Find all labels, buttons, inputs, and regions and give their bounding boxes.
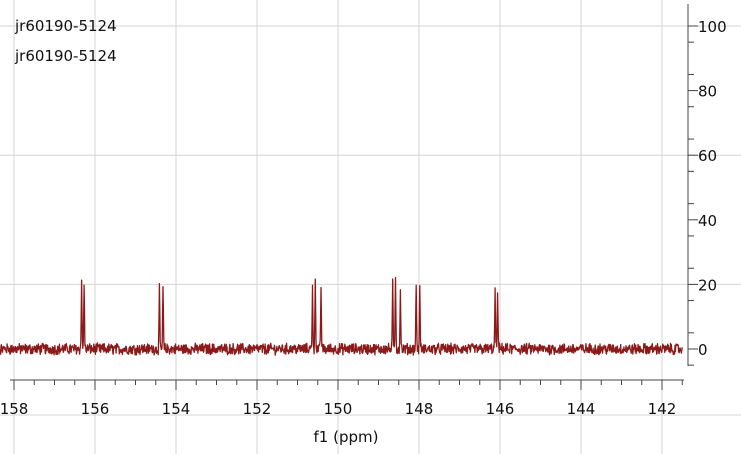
- x-tick-label: 152: [243, 400, 272, 418]
- chart-title-line-2: jr60190-5124: [14, 47, 117, 65]
- axes: 158 156 154 152 150 148 146 144 142 0 20 40 60 80 100: [0, 4, 727, 418]
- x-tick-label: 142: [648, 400, 677, 418]
- y-tick-label: 40: [698, 212, 717, 230]
- y-tick-label: 80: [698, 83, 717, 101]
- x-tick-label: 156: [81, 400, 110, 418]
- x-tick-label: 158: [0, 400, 28, 418]
- y-tick-label: 60: [698, 147, 717, 165]
- y-tick-label: 20: [698, 276, 717, 294]
- x-tick-label: 148: [405, 400, 434, 418]
- plot-area: [0, 276, 683, 356]
- x-tick-label: 154: [162, 400, 191, 418]
- x-tick-label: 150: [324, 400, 353, 418]
- x-axis-label: f1 (ppm): [314, 428, 379, 446]
- chart-title-line-1: jr60190-5124: [14, 17, 117, 35]
- y-tick-label: 100: [698, 18, 727, 36]
- x-tick-label: 146: [486, 400, 515, 418]
- spectrum-trace: [0, 276, 683, 356]
- x-tick-label: 144: [567, 400, 596, 418]
- y-tick-label: 0: [698, 341, 708, 359]
